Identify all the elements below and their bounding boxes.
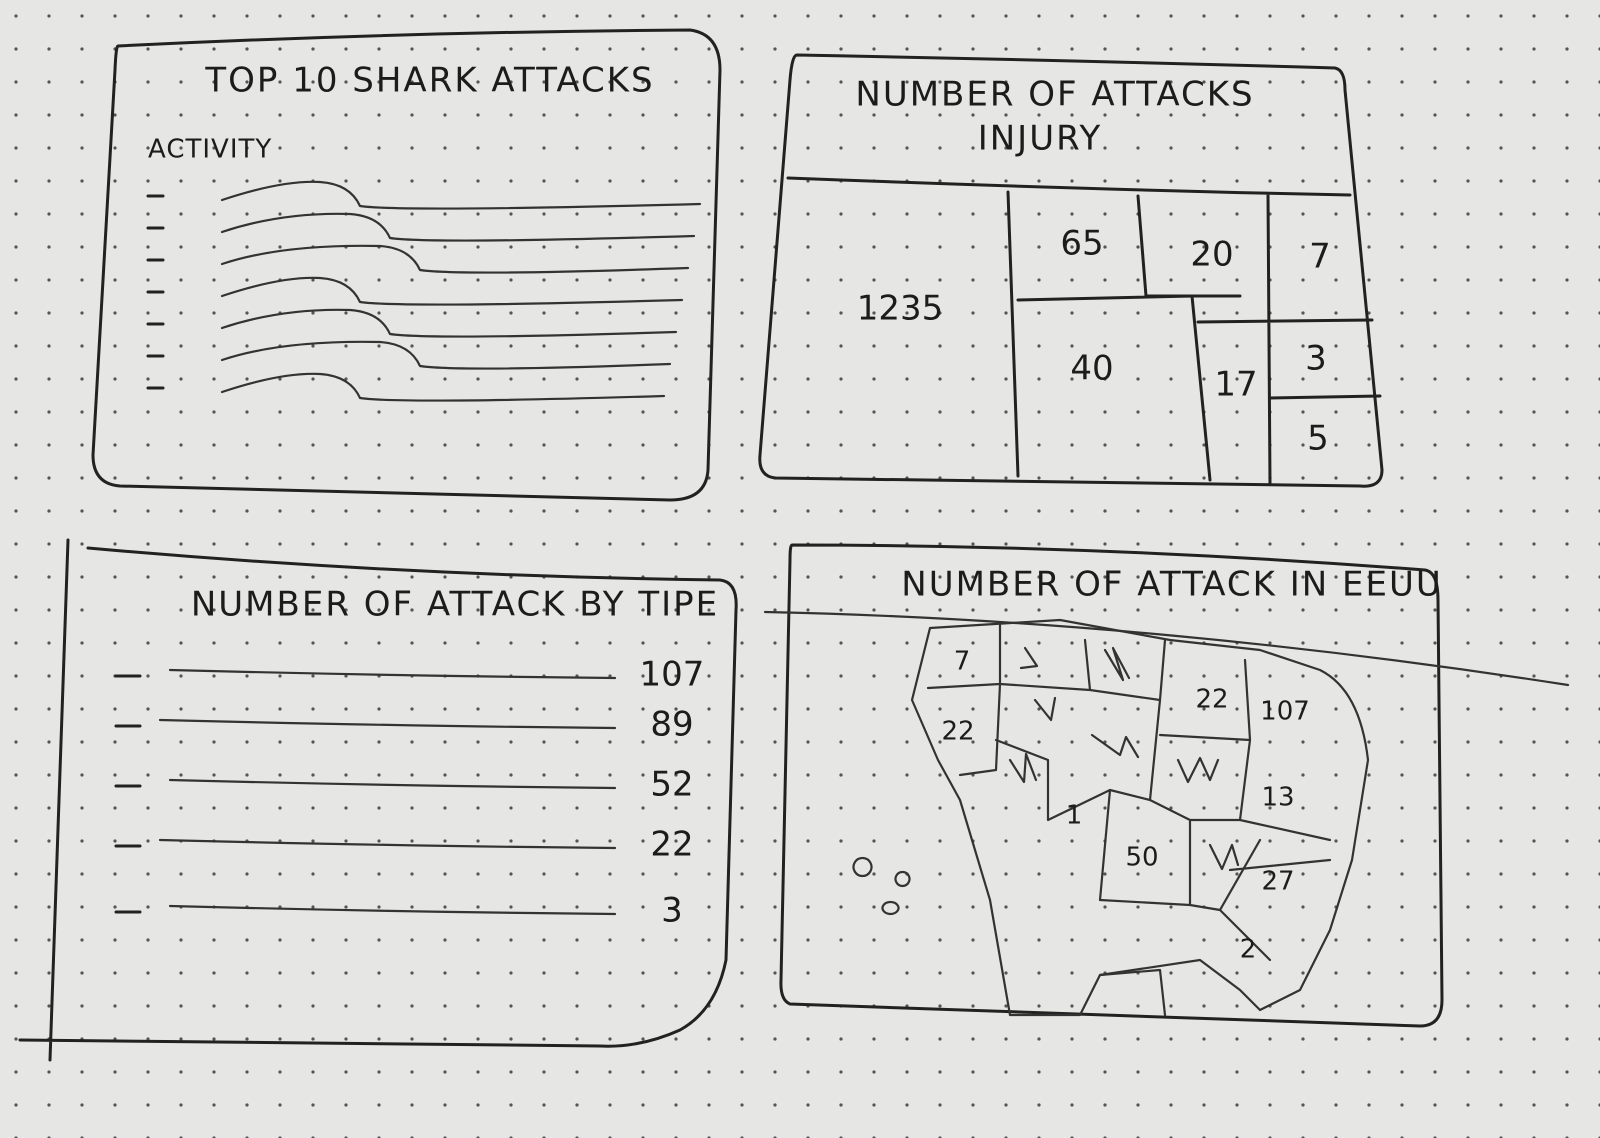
panel-title: NUMBER OF ATTACK IN EEUU — [901, 565, 1442, 605]
scribbled-regions — [1008, 646, 1240, 871]
row-line — [158, 838, 617, 850]
activity-line — [220, 372, 666, 402]
treemap-cells — [786, 176, 1382, 486]
panel-frame — [91, 28, 722, 502]
map-outline — [910, 618, 1370, 1017]
activity-line — [220, 180, 702, 210]
hawaii — [852, 856, 911, 916]
region-value: 13 — [1261, 783, 1294, 813]
header-line — [763, 610, 1570, 687]
injury-panel: NUMBER OF ATTACKS INJURY 1235 65 20 7 40 17 3 5 — [758, 53, 1384, 488]
region-value: 1 — [1066, 801, 1083, 831]
cell-value: 7 — [1309, 237, 1331, 277]
cell-value: 17 — [1214, 365, 1257, 405]
region-value: 7 — [954, 647, 971, 677]
map-panel: NUMBER OF ATTACK IN EEUU 7 22 22 107 13 1 50 27… — [763, 543, 1570, 1028]
cell-value: 65 — [1060, 224, 1103, 264]
region-value: 50 — [1125, 843, 1158, 873]
activity-line — [220, 340, 672, 370]
region-value: 2 — [1240, 935, 1257, 965]
activity-line — [220, 308, 678, 338]
row-line — [168, 668, 617, 680]
row-line — [158, 718, 617, 730]
panel-title: INJURY — [978, 119, 1103, 159]
row-line — [168, 778, 617, 790]
cell-value: 3 — [1305, 339, 1327, 379]
region-value: 22 — [1195, 685, 1228, 715]
panel-frame — [779, 543, 1444, 1028]
cell-value: 5 — [1307, 419, 1329, 459]
axis-label: ACTIVITY — [148, 135, 272, 165]
cell-value: 20 — [1190, 235, 1233, 275]
region-value: 107 — [1260, 697, 1310, 727]
panel-frame — [758, 53, 1384, 488]
type-rows: 107 89 52 22 3 — [114, 655, 705, 931]
activity-panel: TOP 10 SHARK ATTACKS ACTIVITY — [91, 28, 722, 502]
panel-title: TOP 10 SHARK ATTACKS — [204, 61, 654, 101]
panel-frame — [18, 538, 738, 1062]
activity-line — [220, 244, 690, 274]
activity-line — [220, 276, 684, 306]
activity-lines — [146, 180, 702, 402]
row-line — [168, 904, 617, 916]
cell-value: 1235 — [857, 289, 944, 329]
row-value: 22 — [650, 825, 693, 865]
activity-line — [220, 212, 696, 242]
cell-value: 40 — [1070, 349, 1113, 389]
region-value: 22 — [941, 717, 974, 747]
panel-title: NUMBER OF ATTACKS — [855, 75, 1254, 115]
panel-title: NUMBER OF ATTACK BY TIPE — [191, 585, 719, 625]
row-value: 107 — [640, 655, 705, 695]
type-panel: NUMBER OF ATTACK BY TIPE 107 89 52 22 3 — [18, 538, 738, 1062]
row-value: 89 — [650, 705, 693, 745]
row-value: 3 — [661, 891, 683, 931]
treemap-labels: 1235 65 20 7 40 17 3 5 — [857, 224, 1331, 459]
row-value: 52 — [650, 765, 693, 805]
map-labels: 7 22 22 107 13 1 50 27 2 — [941, 647, 1309, 965]
region-value: 27 — [1261, 867, 1294, 897]
